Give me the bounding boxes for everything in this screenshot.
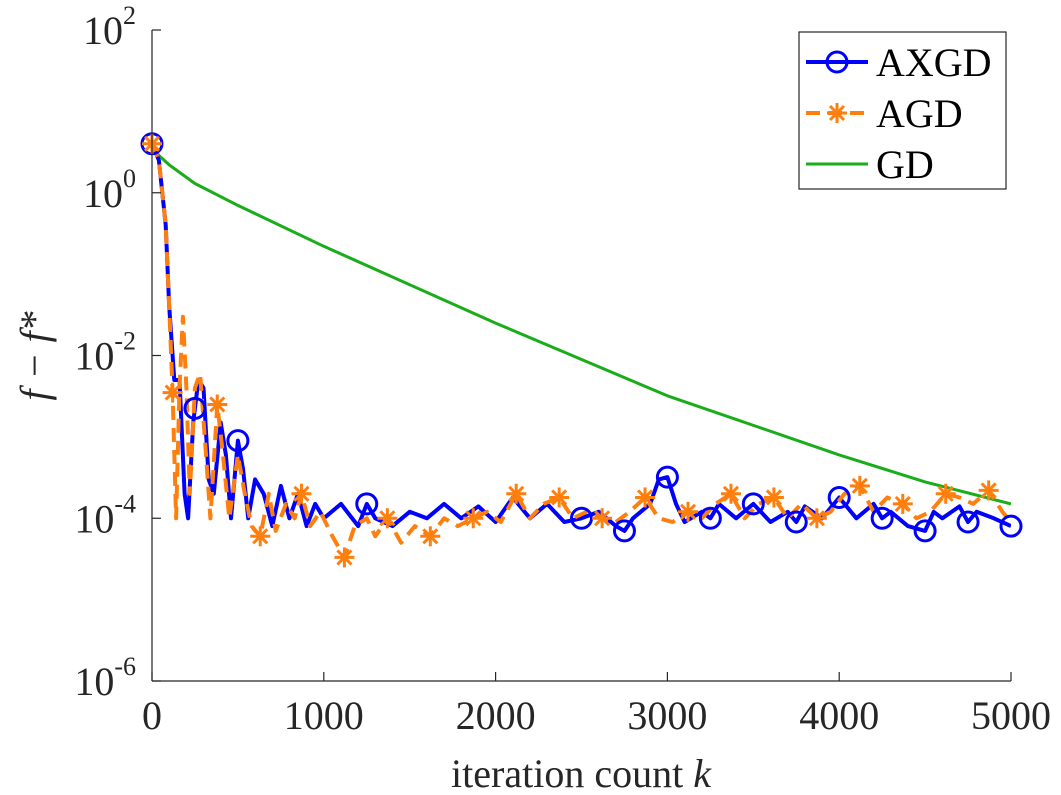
x-tick-label: 1000 [284,693,364,738]
y-tick-exponent: 0 [123,164,136,193]
x-tick-label: 2000 [456,693,536,738]
y-tick-exponent: 2 [123,1,136,30]
marker-agd [978,480,999,501]
y-tick-label: 102 [83,1,136,53]
legend: AXGD AGD GD [798,31,1007,190]
marker-axgd [999,514,1023,538]
legend-marker-axgd [825,50,849,74]
marker-agd [377,508,398,529]
marker-agd [506,483,527,504]
marker-agd [763,487,784,508]
y-tick-base: 10 [74,659,114,704]
x-tick-label: 0 [142,693,162,738]
marker-axgd [956,510,980,534]
marker-agd [635,487,656,508]
y-tick-exponent: -2 [114,327,136,356]
marker-axgd [612,519,636,543]
y-tick-exponent: -6 [114,652,136,681]
marker-axgd [784,510,808,534]
marker-agd [935,483,956,504]
marker-agd [334,547,355,568]
marker-axgd [870,506,894,530]
marker-agd [162,382,183,403]
marker-agd [892,493,913,514]
marker-axgd [355,492,379,516]
x-tick-label: 5000 [971,693,1051,738]
marker-agd [463,508,484,529]
legend-item-agd: AGD [806,91,963,136]
marker-axgd [570,506,593,530]
marker-agd [420,526,441,547]
x-axis-title-text: iteration count [451,751,693,795]
marker-agd [250,526,271,547]
y-tick-base: 10 [83,171,123,216]
legend-marker-agd [827,103,847,123]
y-tick-label: 10-2 [74,327,136,379]
marker-agd [806,508,827,529]
legend-label-gd: GD [876,142,934,187]
x-axis-title: iteration count k [451,751,712,795]
y-tick-label: 10-6 [74,652,136,704]
legend-item-axgd: AXGD [806,40,992,85]
y-tick-base: 10 [74,334,114,379]
marker-agd [592,508,613,529]
y-tick-label: 100 [83,164,136,216]
marker-axgd [913,519,937,543]
legend-label-agd: AGD [876,91,963,136]
x-tick-label: 4000 [799,693,879,738]
x-tick-label: 3000 [627,693,707,738]
marker-agd [291,483,312,504]
marker-axgd [827,485,851,509]
marker-axgd [655,465,679,489]
series-line-agd [152,143,1011,560]
marker-agd [720,483,741,504]
series-line-axgd [152,143,1011,533]
series-line-gd [152,143,1011,506]
y-tick-base: 10 [83,8,123,53]
y-tick-base: 10 [74,496,114,541]
plot-area [140,132,1023,568]
legend-label-axgd: AXGD [876,40,992,85]
marker-axgd [183,396,207,420]
y-axis-title: f − f* [12,311,57,400]
marker-axgd [741,492,765,516]
marker-axgd [226,429,250,453]
x-axis-title-variable: k [693,751,712,795]
marker-axgd [698,506,722,530]
marker-agd [207,394,228,415]
y-tick-exponent: -4 [114,489,136,518]
marker-agd [678,501,699,522]
legend-item-gd: GD [806,142,934,187]
marker-agd [849,475,870,496]
marker-agd [549,487,570,508]
y-tick-label: 10-4 [74,489,136,541]
